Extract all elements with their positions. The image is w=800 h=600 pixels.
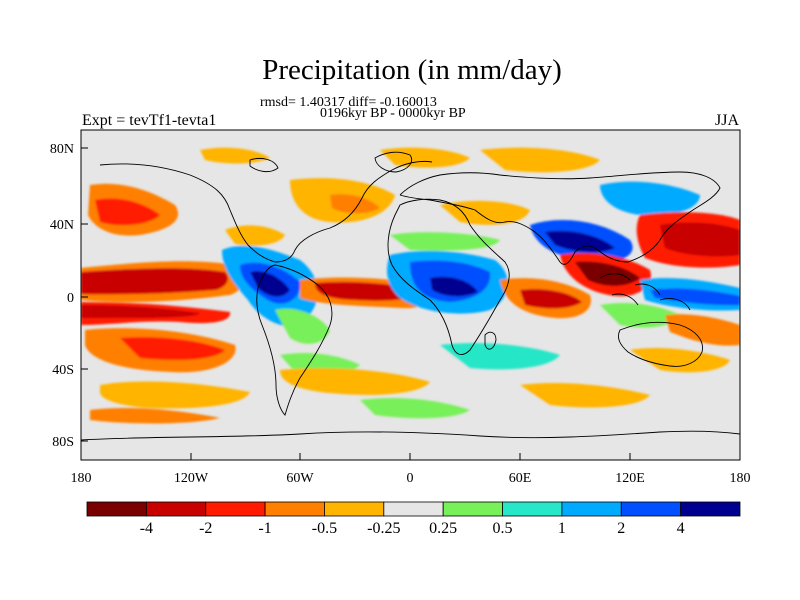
lon-tick-label: 60W: [286, 471, 314, 486]
coastline-greenland-islands: [249, 151, 413, 173]
colorbar: -4 -2 -1 -0.5 -0.25 0.25 0.5 1 2 4: [86, 501, 741, 537]
lon-tick-label: 180: [71, 471, 92, 486]
anomaly-region: [665, 314, 740, 346]
lat-tick-label: 80S: [52, 435, 74, 450]
colorbar-level-label: -0.25: [367, 520, 400, 537]
lon-tick-label: 60E: [509, 471, 532, 486]
coastlines: [81, 151, 740, 441]
anomaly-region: [520, 383, 650, 408]
anomaly-region: [81, 268, 228, 295]
lon-tick-label: 0: [407, 471, 414, 486]
anomaly-region: [90, 407, 220, 424]
anomaly-region: [480, 147, 600, 173]
anomaly-region: [225, 225, 285, 246]
colorbar-level-label: 0.25: [429, 520, 457, 537]
coastline-north-america: [99, 160, 433, 263]
colorbar-level-label: 2: [617, 520, 625, 537]
longitude-axis: 180 120W 60W 0 60E 120E 180: [71, 453, 751, 486]
anomaly-region: [650, 288, 740, 306]
lat-tick-label: 40N: [50, 218, 74, 233]
anomaly-region: [390, 232, 500, 251]
colorbar-level-label: -0.5: [312, 520, 337, 537]
lat-tick-label: 40S: [52, 363, 74, 378]
colorbar-swatch: [442, 501, 503, 517]
anomaly-region: [630, 348, 730, 373]
colorbar-swatch: [502, 501, 563, 517]
colorbar-swatch: [324, 501, 385, 517]
colorbar-swatch: [264, 501, 325, 517]
coastline-australia: [617, 321, 703, 367]
anomaly-region: [81, 305, 200, 318]
colorbar-swatch: [383, 501, 444, 517]
anomaly-region: [250, 271, 290, 297]
anomaly-region: [660, 222, 740, 257]
anomaly-region: [360, 398, 470, 419]
anomaly-fields: [81, 147, 740, 424]
colorbar-level-label: -1: [258, 520, 271, 537]
colorbar-swatch: [561, 501, 622, 517]
anomaly-region: [95, 198, 160, 226]
lat-tick-label: 80N: [50, 142, 74, 157]
colorbar-level-label: 1: [558, 520, 566, 537]
lon-tick-label: 120W: [174, 471, 209, 486]
colorbar-level-label: 4: [677, 520, 685, 537]
anomaly-region: [520, 289, 582, 309]
colorbar-level-label: -4: [140, 520, 153, 537]
lon-tick-label: 120E: [615, 471, 645, 486]
colorbar-swatch: [620, 501, 682, 517]
anomaly-region: [545, 230, 615, 253]
colorbar-swatch: [205, 501, 266, 517]
anomaly-region: [600, 303, 680, 328]
map-panel: [80, 129, 741, 461]
anomaly-region: [275, 308, 330, 344]
coastline-eurasia: [399, 171, 721, 265]
colorbar-swatch: [145, 501, 207, 517]
coastline-south-america: [256, 264, 333, 416]
anomaly-region: [575, 261, 640, 286]
anomaly-region: [120, 337, 225, 360]
lon-tick-label: 180: [730, 471, 751, 486]
colorbar-swatch: [86, 501, 147, 517]
stats-subtitle: rmsd= 1.40317 diff= -0.160013: [260, 95, 437, 110]
map-title: Precipitation (in mm/day): [262, 54, 562, 86]
coastline-maritime-continent: [599, 273, 691, 311]
coastline-madagascar: [484, 331, 497, 350]
anomaly-region: [280, 368, 430, 395]
season-label: JJA: [715, 112, 740, 129]
anomaly-region: [430, 276, 478, 297]
experiment-label: Expt = tevTf1-tevta1: [82, 112, 217, 129]
lat-tick-label: 0: [67, 291, 74, 306]
anomaly-region: [100, 381, 250, 409]
colorbar-level-label: -2: [199, 520, 212, 537]
anomaly-region: [330, 194, 380, 214]
period-subtitle: 0196kyr BP - 0000kyr BP: [320, 106, 466, 121]
coastline-antarctica: [81, 430, 740, 441]
colorbar-swatch: [680, 501, 741, 517]
colorbar-level-label: 0.5: [493, 520, 513, 537]
latitude-axis: 80N 40N 0 40S 80S: [50, 142, 88, 450]
anomaly-region: [600, 181, 700, 216]
coastline-africa: [387, 198, 510, 356]
